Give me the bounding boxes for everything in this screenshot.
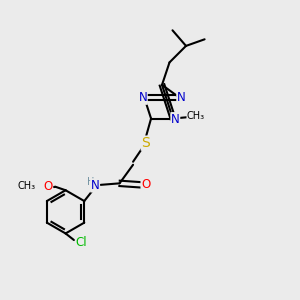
- Text: O: O: [44, 179, 53, 193]
- Text: N: N: [177, 91, 186, 104]
- Text: O: O: [141, 178, 150, 191]
- Text: Cl: Cl: [76, 236, 87, 249]
- Text: CH₃: CH₃: [187, 111, 205, 122]
- Text: S: S: [141, 136, 150, 150]
- Text: N: N: [171, 112, 180, 126]
- Text: N: N: [138, 91, 147, 104]
- Text: N: N: [91, 179, 100, 192]
- Text: CH₃: CH₃: [18, 181, 36, 191]
- Text: H: H: [87, 177, 95, 188]
